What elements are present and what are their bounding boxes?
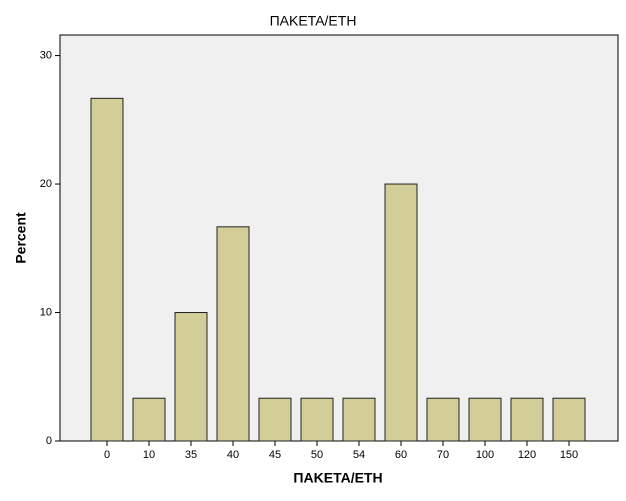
- x-tick-label: 70: [437, 449, 449, 461]
- plot-area: [59, 34, 619, 442]
- y-tick-label: 20: [40, 178, 52, 190]
- bar: [552, 397, 586, 442]
- bar: [90, 97, 124, 442]
- y-tick-label: 30: [40, 49, 52, 61]
- bar: [342, 397, 376, 442]
- y-tick-label: 10: [40, 306, 52, 318]
- bar: [384, 183, 418, 442]
- bar: [174, 312, 208, 442]
- bar: [258, 397, 292, 442]
- y-axis-label: Percent: [13, 212, 29, 264]
- x-tick-label: 54: [353, 449, 365, 461]
- x-tick-label: 10: [143, 449, 155, 461]
- bar: [426, 397, 460, 442]
- x-tick-label: 100: [476, 449, 494, 461]
- bar: [300, 397, 334, 442]
- x-tick-label: 120: [518, 449, 536, 461]
- bar: [132, 397, 166, 442]
- chart-title: ΠΑΚΕΤΑ/ΕΤΗ: [270, 13, 357, 29]
- x-tick-label: 150: [560, 449, 578, 461]
- y-tick-label: 0: [46, 435, 52, 447]
- x-tick-label: 40: [227, 449, 239, 461]
- bar: [510, 397, 544, 442]
- bar: [468, 397, 502, 442]
- bar: [216, 226, 250, 442]
- x-tick-label: 0: [104, 449, 110, 461]
- x-tick-label: 35: [185, 449, 197, 461]
- x-tick-label: 45: [269, 449, 281, 461]
- x-axis-label: ΠΑΚΕΤΑ/ΕΤΗ: [293, 470, 382, 486]
- x-tick-label: 60: [395, 449, 407, 461]
- x-tick-label: 50: [311, 449, 323, 461]
